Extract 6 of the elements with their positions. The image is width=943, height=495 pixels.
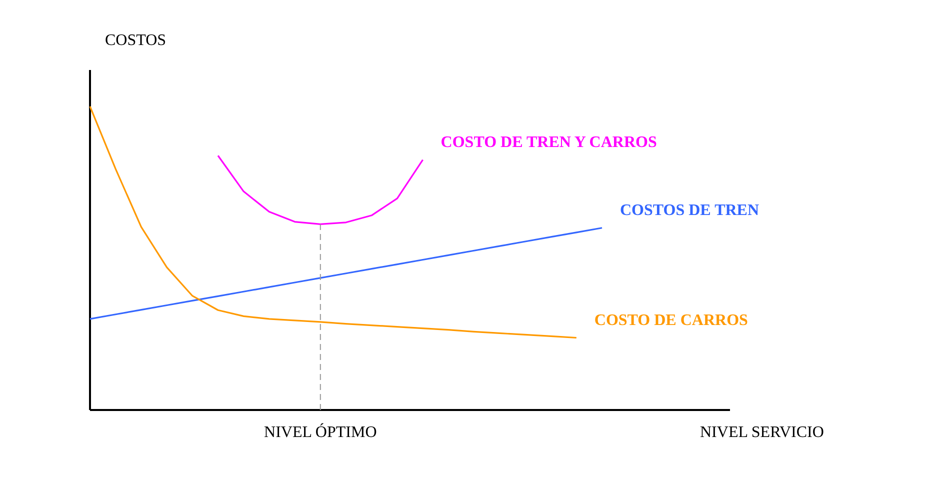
series-label: COSTO DE TREN Y CARROS [440, 134, 657, 151]
y-axis-title: COSTOS [105, 32, 166, 49]
series-label: COSTOS DE TREN [620, 202, 760, 219]
text: NIVEL ÓPTIMO [264, 423, 377, 441]
series-label: COSTO DE CARROS [594, 312, 748, 329]
x-axis-title: NIVEL SERVICIO [700, 424, 824, 441]
